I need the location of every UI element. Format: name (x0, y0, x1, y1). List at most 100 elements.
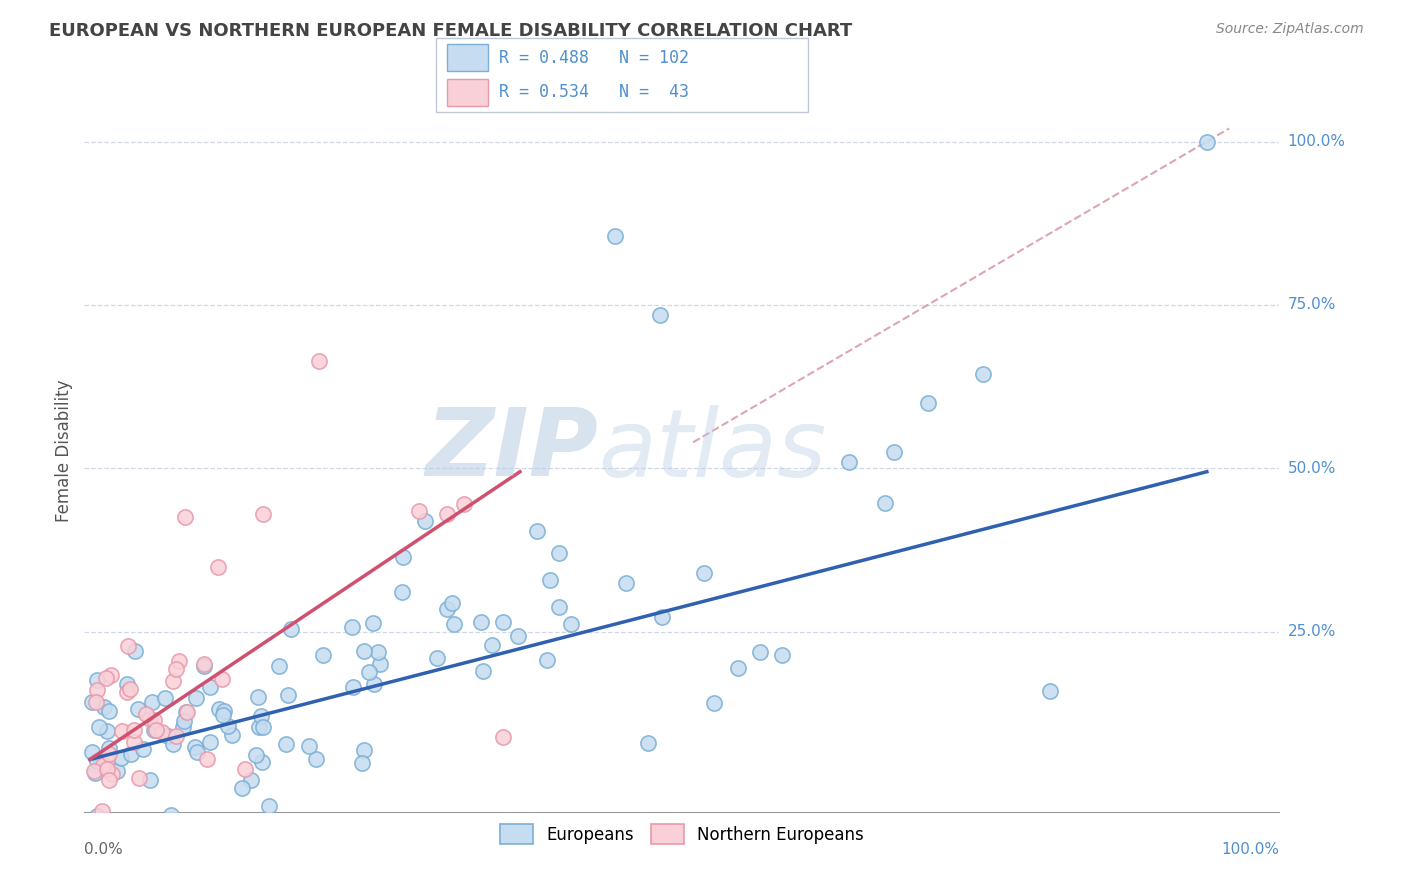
Point (207, 559, 229, 574)
Point (193, 657, 215, 672)
Point (122, 723, 145, 737)
Point (252, 720, 274, 734)
Point (211, 672, 233, 686)
Point (118, 681, 141, 696)
Point (250, 709, 273, 723)
Point (165, 729, 187, 743)
Point (86, 755, 108, 769)
Point (305, 752, 328, 766)
Point (703, 696, 725, 710)
Point (110, 751, 132, 765)
Point (167, 654, 190, 668)
Point (111, 723, 134, 738)
Point (193, 658, 215, 673)
Point (139, 712, 162, 726)
Point (84, 695, 107, 709)
Point (80, 695, 103, 709)
Point (211, 708, 233, 723)
Text: atlas: atlas (599, 405, 827, 496)
Point (363, 677, 385, 691)
Point (172, 720, 194, 734)
Point (391, 549, 413, 564)
Point (128, 771, 150, 785)
Point (408, 504, 430, 518)
Text: Source: ZipAtlas.com: Source: ZipAtlas.com (1216, 22, 1364, 37)
Point (436, 507, 458, 521)
Point (231, 781, 253, 796)
Point (80, 832, 103, 847)
Point (875, 496, 897, 510)
Point (367, 645, 389, 659)
Point (443, 616, 465, 631)
Point (883, 445, 905, 459)
Point (83, 764, 105, 778)
Point (97, 704, 120, 718)
Text: 25.0%: 25.0% (1288, 624, 1336, 640)
Point (80, 814, 103, 829)
Bar (447, 45, 488, 71)
Bar (447, 78, 488, 105)
Point (727, 661, 749, 675)
Point (277, 688, 299, 702)
Point (257, 798, 280, 813)
Point (139, 772, 162, 787)
Point (481, 638, 503, 652)
Point (173, 510, 195, 524)
Point (97, 740, 120, 755)
Point (239, 772, 262, 787)
Point (426, 651, 449, 665)
Point (917, 396, 939, 410)
Point (648, 308, 671, 322)
Point (353, 644, 375, 658)
Point (361, 616, 384, 631)
Point (127, 702, 149, 716)
Point (105, 764, 128, 778)
Point (100, 668, 122, 682)
Point (471, 664, 494, 678)
Point (492, 615, 515, 629)
Point (115, 685, 138, 699)
Point (560, 616, 582, 631)
Point (141, 695, 163, 709)
Point (280, 622, 302, 636)
Point (526, 524, 548, 538)
Point (342, 680, 364, 694)
Point (441, 596, 464, 610)
Point (162, 737, 184, 751)
Point (208, 702, 231, 716)
Point (143, 714, 166, 728)
Point (453, 497, 475, 511)
Point (492, 730, 515, 744)
Point (252, 507, 274, 521)
Text: R = 0.534   N =  43: R = 0.534 N = 43 (499, 83, 689, 101)
Point (246, 690, 269, 704)
Point (138, 818, 160, 832)
Point (89, 720, 111, 734)
Point (245, 747, 267, 762)
Point (274, 737, 297, 751)
Point (162, 673, 184, 688)
Point (195, 752, 218, 766)
Point (101, 767, 124, 781)
Point (536, 653, 558, 667)
Point (124, 644, 146, 658)
Point (353, 743, 375, 757)
Point (749, 644, 772, 658)
Point (1195, 135, 1218, 149)
Point (370, 657, 392, 672)
Point (186, 691, 208, 706)
Text: ZIP: ZIP (426, 404, 599, 497)
Text: EUROPEAN VS NORTHERN EUROPEAN FEMALE DISABILITY CORRELATION CHART: EUROPEAN VS NORTHERN EUROPEAN FEMALE DIS… (49, 22, 852, 40)
Text: 0.0%: 0.0% (84, 842, 124, 857)
Point (80, 745, 103, 759)
Point (217, 719, 239, 733)
Point (120, 747, 142, 762)
Text: 50.0%: 50.0% (1288, 461, 1336, 476)
Point (96, 671, 118, 685)
Text: 100.0%: 100.0% (1288, 134, 1346, 149)
Point (312, 648, 335, 663)
Point (212, 704, 235, 718)
Point (614, 575, 637, 590)
Point (221, 728, 243, 742)
Point (838, 455, 860, 469)
